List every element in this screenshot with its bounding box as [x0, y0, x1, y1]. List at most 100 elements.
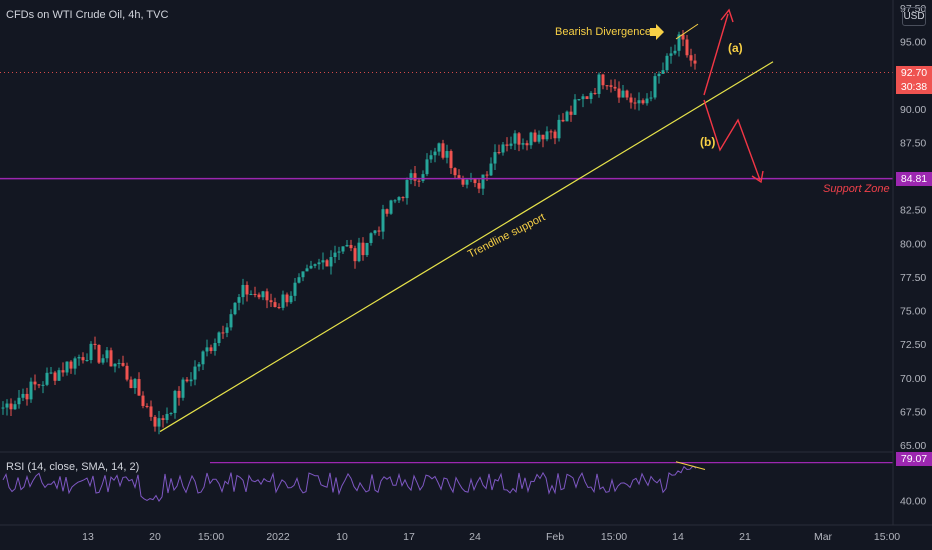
candle-body: [193, 366, 197, 380]
candle-body: [685, 39, 689, 56]
candle-body: [661, 70, 665, 74]
candle-body: [297, 277, 301, 283]
candle-body: [501, 144, 505, 153]
candle-body: [641, 100, 645, 104]
candle-body: [681, 34, 685, 40]
last-price-tag: 92.70: [896, 66, 932, 80]
candle-body: [285, 294, 289, 303]
candle-body: [305, 268, 309, 272]
candle-body: [577, 99, 581, 101]
candle-body: [465, 179, 469, 185]
candle-body: [637, 100, 641, 104]
rsi-legend: RSI (14, close, SMA, 14, 2): [6, 461, 140, 473]
price-tick-label: 77.50: [900, 272, 926, 284]
candle-body: [689, 55, 693, 61]
support-zone-label: Support Zone: [823, 183, 890, 195]
candle-body: [97, 344, 101, 363]
overlays: Trendline support Bearish Divergence (a) (b…: [0, 8, 893, 433]
divergence-rsi-line: [675, 461, 706, 470]
candle-body: [77, 357, 81, 359]
price-tick-label: 67.50: [900, 406, 926, 418]
bearish-divergence-label: Bearish Divergence: [555, 26, 651, 38]
candle-body: [205, 347, 209, 352]
candle-body: [89, 343, 93, 361]
candle-body: [645, 98, 649, 104]
candle-body: [265, 291, 269, 301]
divergence-arrow-icon: [650, 24, 664, 40]
time-tick-label: 24: [469, 531, 481, 543]
candle-body: [517, 133, 521, 145]
price-tick-label: 95.00: [900, 37, 926, 49]
candle-body: [325, 260, 329, 267]
candle-body: [377, 230, 381, 232]
candle-body: [257, 294, 261, 298]
candle-body: [261, 291, 265, 298]
time-tick-label: 21: [739, 531, 751, 543]
candle-body: [149, 406, 153, 417]
candle-body: [109, 350, 113, 367]
candle-body: [433, 151, 437, 156]
candle-body: [137, 379, 141, 396]
candle-body: [197, 364, 201, 367]
candle-body: [65, 361, 69, 373]
time-tick-label: 13: [82, 531, 94, 543]
candle-body: [9, 403, 13, 410]
candle-body: [421, 174, 425, 181]
time-tick-label: 15:00: [874, 531, 900, 543]
candle-body: [549, 131, 553, 133]
candle-body: [605, 85, 609, 87]
candle-body: [369, 233, 373, 243]
candle-body: [657, 73, 661, 77]
candle-body: [425, 159, 429, 175]
candle-body: [361, 242, 365, 256]
candle-body: [621, 90, 625, 98]
candle-body: [453, 168, 457, 176]
candle-body: [509, 143, 513, 146]
currency-button[interactable]: USD: [902, 7, 926, 26]
price-tick-label: 75.00: [900, 306, 926, 318]
price-tick-label: 65.00: [900, 440, 926, 452]
candle-body: [349, 244, 353, 249]
candle-body: [289, 295, 293, 303]
candle-body: [429, 155, 433, 160]
candle-body: [397, 197, 401, 201]
candle-body: [13, 404, 17, 410]
candle-body: [237, 297, 241, 303]
candle-body: [45, 372, 49, 385]
candle-body: [365, 242, 369, 256]
candle-body: [269, 300, 273, 303]
candle-body: [329, 257, 333, 267]
candle-body: [241, 284, 245, 298]
time-tick-label: Mar: [814, 531, 833, 543]
candle-body: [617, 88, 621, 98]
candle-body: [345, 244, 349, 247]
candle-body: [593, 92, 597, 94]
candle-body: [489, 163, 493, 176]
candle-body: [629, 97, 633, 103]
candle-body: [485, 174, 489, 176]
candle-body: [41, 384, 45, 386]
countdown-tag: 30:38: [896, 80, 932, 94]
time-tick-label: 20: [149, 531, 161, 543]
candle-body: [225, 327, 229, 333]
divergence-price-line: [675, 23, 699, 40]
candle-body: [5, 403, 9, 408]
candle-body: [497, 152, 501, 154]
candle-body: [221, 332, 225, 334]
candle-body: [133, 379, 137, 389]
candle-body: [693, 60, 697, 64]
candle-body: [73, 358, 77, 369]
candle-body: [441, 143, 445, 158]
candle-body: [553, 131, 557, 139]
candle-body: [105, 350, 109, 359]
candle-body: [129, 379, 133, 389]
candle-body: [525, 143, 529, 146]
candle-body: [53, 372, 57, 381]
candle-body: [585, 96, 589, 99]
candle-body: [233, 302, 237, 315]
candle-body: [381, 209, 385, 232]
candle-body: [633, 102, 637, 104]
candle-body: [457, 175, 461, 179]
candle-body: [209, 347, 213, 352]
